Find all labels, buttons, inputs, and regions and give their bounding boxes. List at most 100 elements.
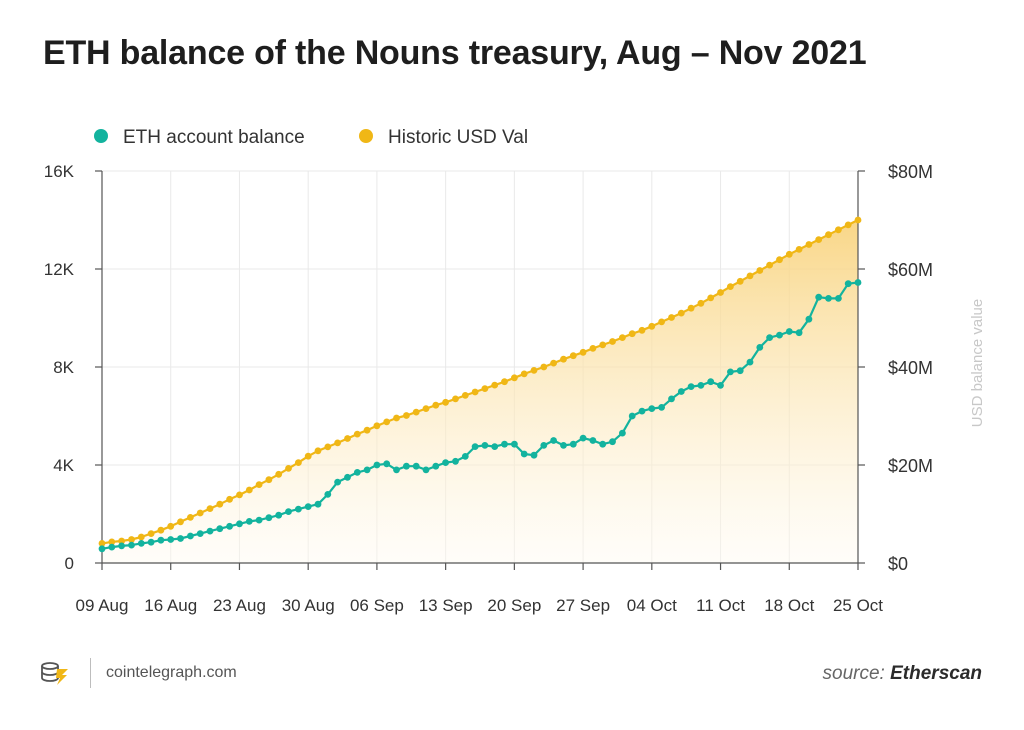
chart-title: ETH balance of the Nouns treasury, Aug –… — [43, 34, 867, 72]
usd-series-point — [844, 221, 852, 229]
eth-series-point — [579, 434, 587, 442]
eth-series-point — [825, 295, 832, 302]
eth-series-point — [187, 532, 194, 540]
y-right-axis-label: USD balance value — [969, 299, 986, 427]
eth-series-point — [461, 453, 469, 460]
usd-series-point — [177, 518, 184, 526]
usd-series-point — [805, 241, 813, 248]
usd-series-point — [442, 398, 449, 406]
eth-series-point — [540, 442, 548, 449]
usd-series-point — [187, 514, 194, 521]
source-name[interactable]: Etherscan — [890, 663, 982, 684]
usd-area-fill — [102, 220, 858, 563]
usd-series-point — [511, 374, 518, 382]
eth-series-point — [844, 280, 852, 288]
x-tick-label: 06 Sep — [350, 596, 404, 615]
usd-series-point — [255, 481, 263, 488]
eth-series-point — [108, 543, 116, 551]
footer-site[interactable]: cointelegraph.com — [106, 664, 237, 681]
usd-series-point — [579, 348, 587, 356]
usd-series-point — [658, 318, 665, 326]
eth-series-point — [137, 540, 145, 547]
x-tick-label: 16 Aug — [144, 596, 197, 615]
usd-series-point — [776, 256, 783, 264]
y-left-tick-label: 8K — [53, 358, 74, 377]
eth-series-point — [422, 466, 430, 474]
eth-series-point — [393, 466, 400, 474]
x-tick-label: 09 Aug — [76, 596, 129, 615]
eth-series-point — [854, 279, 862, 286]
eth-series-point — [491, 443, 499, 450]
eth-series-point — [196, 530, 204, 537]
eth-series-point — [511, 440, 518, 448]
usd-series-point — [128, 536, 135, 543]
eth-series-point — [835, 295, 842, 302]
usd-series-point — [403, 412, 410, 419]
eth-series-point — [776, 331, 783, 339]
usd-series-point — [295, 459, 302, 466]
usd-series-point — [520, 370, 528, 378]
eth-series-point — [658, 404, 665, 411]
eth-series-point — [589, 437, 597, 444]
eth-series-point — [609, 438, 616, 446]
axes: 09 Aug 16 Aug 23 Aug 30 Aug 06 Sep 13 Sep 20 S… — [44, 162, 986, 615]
usd-series-point — [236, 491, 243, 499]
x-tick-label: 23 Aug — [213, 596, 266, 615]
x-tick-label: 25 Oct — [833, 596, 883, 615]
usd-series-point — [196, 509, 204, 517]
x-tick-label: 20 Sep — [487, 596, 541, 615]
usd-series-point — [412, 408, 420, 416]
source-label: source: — [822, 663, 885, 684]
eth-series-point — [805, 315, 813, 323]
y-right-tick-label: $60M — [888, 260, 933, 280]
eth-series-point — [304, 503, 312, 510]
eth-series-point — [785, 328, 793, 335]
usd-series-point — [245, 486, 253, 494]
usd-series-point — [530, 367, 538, 374]
eth-series-point — [373, 461, 381, 469]
usd-series-point — [422, 405, 430, 412]
usd-series-point — [314, 447, 322, 455]
eth-series-point — [177, 535, 184, 542]
eth-series-point — [118, 542, 125, 550]
usd-series-point — [334, 439, 341, 447]
y-right-tick-label: $0 — [888, 554, 908, 574]
usd-series-point — [344, 435, 351, 442]
usd-series-point — [265, 476, 273, 484]
usd-series-point — [628, 330, 636, 338]
usd-series-point — [157, 526, 165, 534]
y-right-tick-label: $40M — [888, 358, 933, 378]
usd-series-point — [275, 470, 283, 478]
eth-series-point — [128, 541, 135, 549]
usd-series-point — [756, 267, 764, 274]
y-right-tick-label: $20M — [888, 456, 933, 476]
usd-series-point — [687, 304, 695, 312]
usd-series-point — [216, 500, 224, 508]
usd-series-point — [432, 401, 440, 409]
usd-series-point — [609, 338, 616, 345]
y-left-tick-label: 0 — [65, 554, 74, 573]
eth-series-point — [412, 462, 420, 470]
x-tick-label: 18 Oct — [764, 596, 814, 615]
usd-series-point — [619, 334, 626, 341]
eth-series-point — [638, 407, 646, 415]
y-left-tick-label: 16K — [44, 162, 75, 181]
usd-series-point — [373, 422, 381, 430]
eth-series-point — [147, 538, 155, 546]
usd-series-point — [589, 345, 597, 352]
legend: ETH account balance Historic USD Val — [94, 127, 528, 148]
eth-series-point — [236, 520, 243, 528]
usd-series-point — [206, 505, 214, 512]
usd-series-point — [766, 261, 773, 269]
legend-label: Historic USD Val — [388, 127, 528, 148]
y-left-tick-label: 12K — [44, 260, 75, 279]
eth-series-point — [383, 460, 391, 468]
eth-series-point — [167, 536, 175, 543]
eth-series-point — [530, 451, 538, 459]
usd-series-point — [707, 294, 715, 302]
eth-series-point — [756, 344, 764, 351]
eth-series-point — [334, 478, 341, 486]
eth-series-point — [344, 473, 351, 481]
eth-series-point — [795, 329, 803, 337]
